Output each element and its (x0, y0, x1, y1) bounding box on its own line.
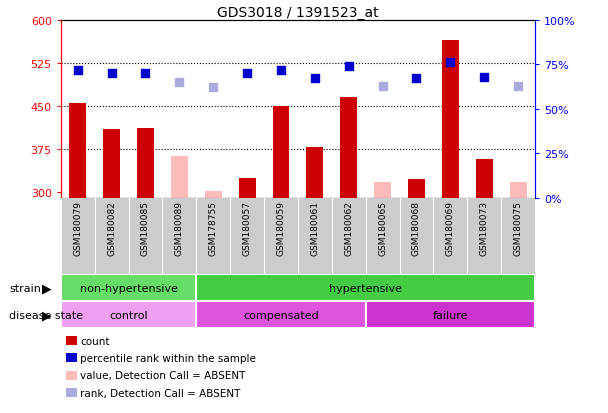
Point (242, 71, 252, 77)
Bar (374, 182, 391, 198)
Point (107, 71, 117, 77)
Bar (510, 182, 527, 198)
Point (310, 76, 320, 83)
Text: ▶: ▶ (42, 309, 52, 321)
Text: GSM180065: GSM180065 (378, 201, 387, 255)
Point (174, 79, 184, 86)
Bar (196, 301, 365, 328)
Point (446, 60, 455, 66)
Bar (61, 301, 196, 328)
Point (378, 83, 387, 90)
Text: failure: failure (433, 310, 468, 320)
Bar (196, 275, 535, 301)
Text: GSM180082: GSM180082 (107, 201, 116, 255)
Point (140, 71, 150, 77)
Text: hypertensive: hypertensive (329, 283, 402, 293)
Bar (272, 107, 289, 198)
Point (513, 83, 523, 90)
Text: GSM180068: GSM180068 (412, 201, 421, 255)
Title: GDS3018 / 1391523_at: GDS3018 / 1391523_at (217, 6, 379, 20)
Point (276, 67, 286, 74)
Text: strain: strain (9, 283, 41, 293)
Text: non-hypertensive: non-hypertensive (80, 283, 178, 293)
Text: GSM180061: GSM180061 (310, 201, 319, 255)
Text: disease state: disease state (9, 310, 83, 320)
Text: control: control (109, 310, 148, 320)
Text: GSM180079: GSM180079 (73, 201, 82, 255)
Bar (475, 159, 492, 198)
Text: rank, Detection Call = ABSENT: rank, Detection Call = ABSENT (80, 388, 241, 398)
Text: value, Detection Call = ABSENT: value, Detection Call = ABSENT (80, 370, 246, 380)
Text: ▶: ▶ (42, 282, 52, 294)
Text: GSM180069: GSM180069 (446, 201, 455, 255)
Point (73, 67, 83, 74)
Text: GSM180062: GSM180062 (344, 201, 353, 255)
Bar (306, 148, 323, 198)
Text: GSM180057: GSM180057 (243, 201, 252, 255)
Text: GSM178755: GSM178755 (209, 201, 218, 255)
Bar (340, 98, 357, 198)
Bar (238, 178, 255, 198)
Text: count: count (80, 336, 110, 346)
Bar (408, 180, 425, 198)
Bar (205, 191, 222, 198)
Point (209, 85, 218, 91)
Bar (69, 104, 86, 198)
Bar (103, 130, 120, 198)
Text: compensated: compensated (243, 310, 319, 320)
Point (479, 74, 489, 81)
Point (412, 76, 421, 83)
Text: GSM180075: GSM180075 (514, 201, 523, 255)
Bar (171, 157, 188, 198)
Bar (442, 41, 459, 198)
Text: GSM180073: GSM180073 (480, 201, 489, 255)
Text: GSM180059: GSM180059 (277, 201, 286, 255)
Text: GSM180089: GSM180089 (175, 201, 184, 255)
Bar (61, 275, 196, 301)
Text: GSM180085: GSM180085 (141, 201, 150, 255)
Text: percentile rank within the sample: percentile rank within the sample (80, 353, 256, 363)
Point (344, 64, 354, 70)
Bar (365, 301, 535, 328)
Bar (137, 128, 154, 198)
